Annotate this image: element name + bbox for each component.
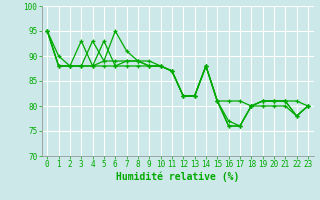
X-axis label: Humidité relative (%): Humidité relative (%) bbox=[116, 172, 239, 182]
